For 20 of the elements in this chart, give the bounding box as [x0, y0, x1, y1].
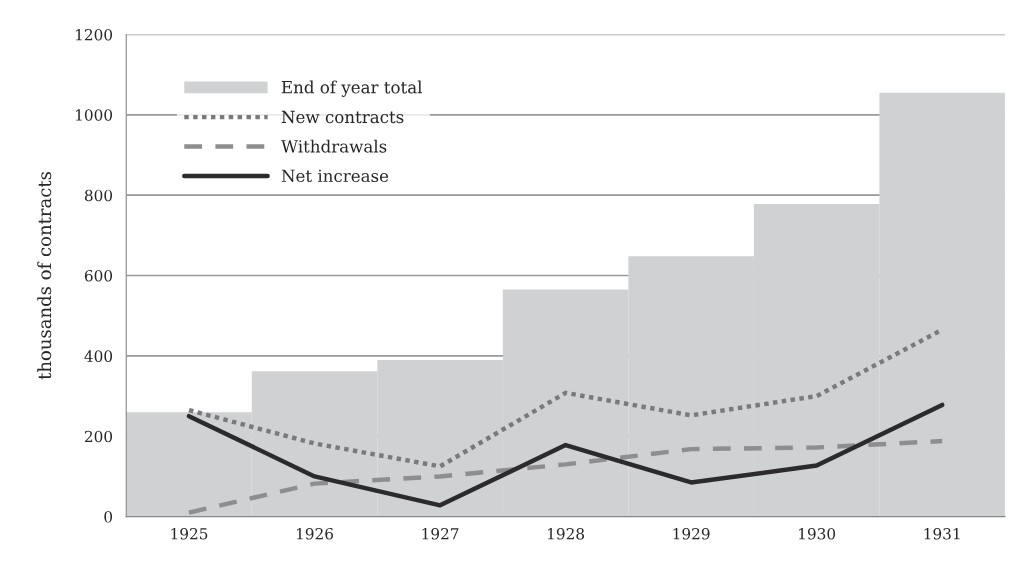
x-tick-label: 1928	[548, 527, 585, 540]
y-tick-label: 400	[84, 350, 113, 362]
y-axis-title: thousands of contracts	[37, 172, 52, 380]
legend-label: Net increase	[281, 169, 389, 183]
x-tick-label: 1927	[422, 527, 459, 540]
y-tick-label: 1200	[76, 28, 113, 41]
x-tick-label: 1925	[171, 527, 208, 540]
legend-label: Withdrawals	[281, 139, 387, 153]
x-tick-label: 1926	[296, 527, 334, 540]
legend-label: New contracts	[281, 110, 404, 124]
y-tick-label: 1000	[76, 109, 113, 121]
line-series	[186, 402, 945, 508]
y-tick-label: 600	[84, 269, 113, 282]
y-tick-label: 800	[84, 189, 113, 202]
x-tick-label: 1930	[799, 527, 836, 540]
x-tick-label: 1931	[924, 527, 960, 540]
x-tick-label: 1929	[673, 527, 710, 540]
y-tick-label: 200	[84, 430, 113, 443]
legend-label: End of year total	[281, 80, 422, 97]
y-tick-label: 0	[104, 511, 113, 523]
